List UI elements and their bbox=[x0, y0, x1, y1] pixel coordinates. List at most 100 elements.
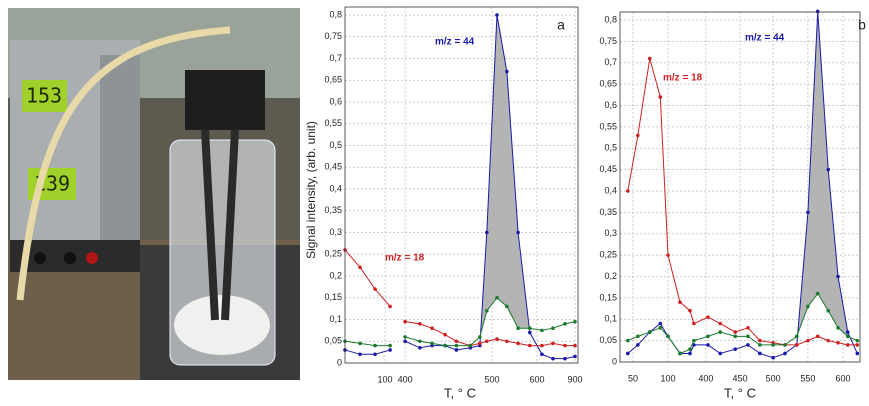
data-point bbox=[666, 253, 670, 257]
plot-frame bbox=[619, 11, 861, 363]
data-point bbox=[540, 352, 544, 357]
x-tick-label: 600 bbox=[529, 374, 544, 384]
data-point bbox=[815, 9, 820, 14]
shaded-area bbox=[796, 11, 848, 345]
data-point bbox=[647, 330, 652, 334]
x-tick-label: 600 bbox=[835, 373, 850, 383]
power-supply-side bbox=[100, 55, 140, 265]
y-tick-label: 0,75 bbox=[324, 31, 342, 41]
y-tick-label: 0,2 bbox=[604, 271, 617, 281]
display-text: 153 bbox=[26, 84, 62, 108]
data-point bbox=[516, 230, 520, 235]
data-point bbox=[403, 319, 407, 324]
data-point bbox=[636, 133, 640, 138]
data-point bbox=[527, 330, 532, 335]
series-label: m/z = 18 bbox=[663, 73, 703, 84]
data-point bbox=[806, 210, 810, 215]
data-point bbox=[746, 326, 750, 330]
data-point bbox=[826, 167, 831, 172]
y-tick-label: 0,7 bbox=[329, 53, 342, 63]
data-point bbox=[358, 352, 362, 357]
y-tick-label: 0,15 bbox=[324, 292, 342, 302]
data-point bbox=[666, 334, 670, 339]
data-point bbox=[845, 343, 850, 347]
data-point bbox=[658, 321, 663, 326]
data-point bbox=[403, 339, 407, 344]
x-tick-label: 900 bbox=[567, 374, 582, 384]
data-point bbox=[658, 95, 663, 99]
data-point bbox=[826, 308, 831, 313]
y-tick-label: 0,35 bbox=[599, 207, 617, 217]
data-point bbox=[563, 343, 567, 348]
data-point bbox=[625, 351, 630, 356]
data-point bbox=[692, 343, 696, 347]
data-point bbox=[495, 337, 499, 341]
data-point bbox=[485, 339, 489, 344]
y-tick-label: 0,2 bbox=[329, 270, 342, 280]
data-point bbox=[551, 326, 555, 331]
x-tick-label: 100 bbox=[660, 373, 675, 383]
data-point bbox=[678, 300, 682, 304]
data-point bbox=[573, 343, 577, 348]
series-line bbox=[344, 297, 576, 347]
data-point bbox=[836, 340, 840, 345]
y-tick-label: 0,1 bbox=[604, 314, 617, 324]
x-tick-label: 450 bbox=[732, 373, 747, 383]
data-point bbox=[527, 343, 532, 348]
data-point bbox=[783, 351, 787, 356]
data-point bbox=[794, 343, 799, 347]
series-line bbox=[344, 14, 576, 360]
data-point bbox=[806, 338, 810, 343]
data-point bbox=[516, 326, 520, 331]
series-line bbox=[344, 249, 575, 347]
panel-label: b bbox=[858, 17, 866, 33]
data-point bbox=[373, 287, 377, 291]
data-point bbox=[495, 13, 499, 17]
data-point bbox=[495, 295, 499, 300]
data-point bbox=[540, 343, 544, 348]
data-point bbox=[468, 343, 473, 348]
x-tick-label: 550 bbox=[800, 373, 815, 383]
data-point bbox=[688, 308, 692, 313]
data-point bbox=[758, 351, 762, 356]
y-tick-label: 0,5 bbox=[604, 143, 617, 153]
y-tick-label: 0,8 bbox=[329, 9, 342, 19]
y-tick-label: 0,4 bbox=[604, 185, 617, 195]
data-point bbox=[418, 339, 422, 344]
data-point bbox=[358, 265, 362, 270]
x-tick-label: 400 bbox=[698, 373, 713, 383]
data-point bbox=[505, 339, 509, 344]
data-point bbox=[430, 341, 434, 346]
data-point bbox=[706, 343, 710, 347]
plot-frame bbox=[344, 6, 579, 364]
data-point bbox=[373, 343, 377, 348]
data-point bbox=[454, 339, 459, 344]
data-point bbox=[678, 351, 682, 356]
y-tick-label: 0,8 bbox=[604, 14, 617, 24]
data-point bbox=[845, 330, 850, 334]
data-point bbox=[505, 304, 509, 309]
shaded-area bbox=[479, 15, 530, 346]
data-point bbox=[733, 334, 738, 339]
y-tick-label: 0,25 bbox=[324, 249, 342, 259]
data-point bbox=[527, 326, 532, 331]
series-line bbox=[627, 58, 858, 346]
data-point bbox=[454, 348, 459, 352]
data-point bbox=[806, 304, 810, 309]
data-point bbox=[771, 355, 775, 360]
data-point bbox=[794, 334, 799, 339]
data-point bbox=[418, 345, 422, 350]
y-tick-label: 0,5 bbox=[329, 140, 342, 150]
y-tick-label: 0,55 bbox=[599, 121, 617, 131]
terminal bbox=[86, 252, 98, 264]
series-line bbox=[627, 292, 858, 355]
data-point bbox=[373, 352, 377, 357]
data-point bbox=[478, 341, 482, 346]
data-point bbox=[478, 335, 482, 339]
data-point bbox=[358, 341, 362, 346]
x-axis-title: T, ° C bbox=[444, 385, 476, 400]
y-tick-label: 0,3 bbox=[604, 228, 617, 238]
terminal bbox=[34, 252, 46, 264]
data-point bbox=[692, 338, 696, 343]
data-point bbox=[505, 69, 509, 74]
